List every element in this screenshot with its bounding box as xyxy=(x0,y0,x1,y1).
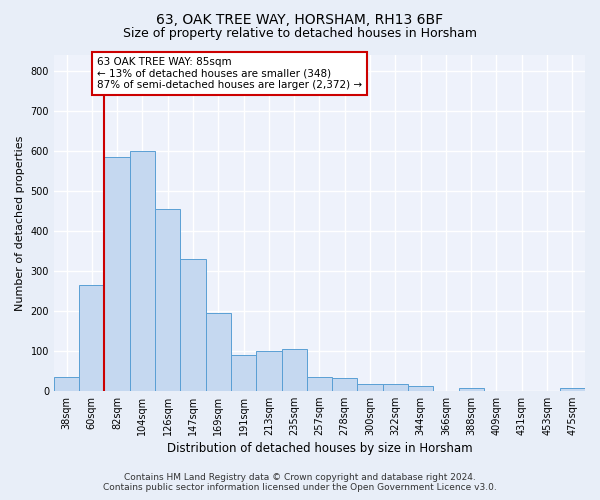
Bar xyxy=(281,348,307,391)
Bar xyxy=(79,285,104,391)
X-axis label: Distribution of detached houses by size in Horsham: Distribution of detached houses by size … xyxy=(167,442,472,455)
Bar xyxy=(181,259,206,390)
Bar xyxy=(155,209,181,390)
Bar xyxy=(560,388,585,390)
Text: Contains HM Land Registry data © Crown copyright and database right 2024.
Contai: Contains HM Land Registry data © Crown c… xyxy=(103,473,497,492)
Bar xyxy=(408,386,433,390)
Text: Size of property relative to detached houses in Horsham: Size of property relative to detached ho… xyxy=(123,28,477,40)
Text: 63, OAK TREE WAY, HORSHAM, RH13 6BF: 63, OAK TREE WAY, HORSHAM, RH13 6BF xyxy=(157,12,443,26)
Bar xyxy=(54,376,79,390)
Bar xyxy=(206,313,231,390)
Bar xyxy=(458,388,484,390)
Bar xyxy=(104,157,130,390)
Bar xyxy=(307,376,332,390)
Text: 63 OAK TREE WAY: 85sqm
← 13% of detached houses are smaller (348)
87% of semi-de: 63 OAK TREE WAY: 85sqm ← 13% of detached… xyxy=(97,57,362,90)
Bar xyxy=(332,378,358,390)
Bar xyxy=(358,384,383,390)
Bar xyxy=(383,384,408,390)
Y-axis label: Number of detached properties: Number of detached properties xyxy=(15,135,25,310)
Bar xyxy=(256,350,281,391)
Bar xyxy=(231,354,256,390)
Bar xyxy=(130,151,155,390)
